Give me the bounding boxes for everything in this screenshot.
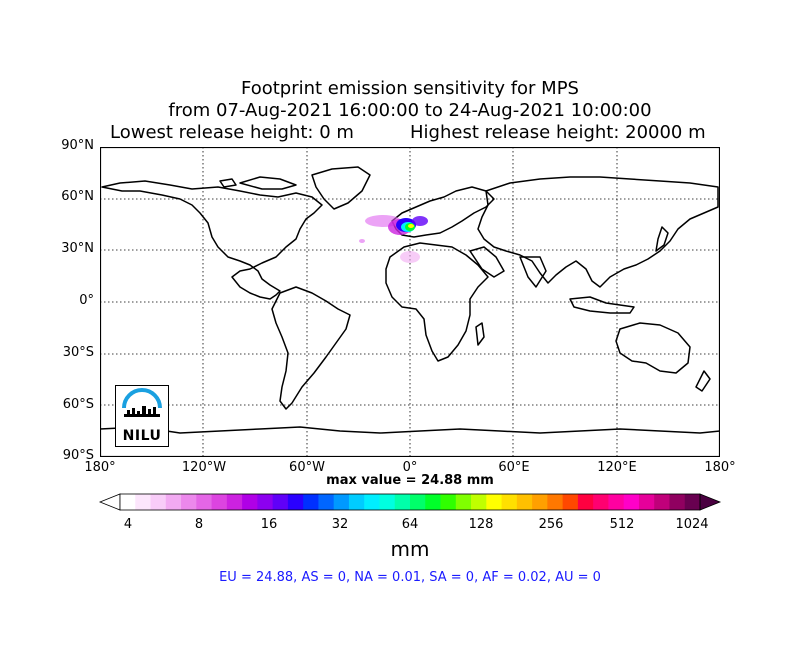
colorbar-border bbox=[119, 493, 701, 511]
africa bbox=[385, 242, 489, 362]
arctic-islands bbox=[219, 176, 297, 190]
lat-tick-60s: 60°S bbox=[62, 397, 94, 412]
nilu-logo: NILU bbox=[115, 385, 169, 447]
antarctica bbox=[100, 426, 720, 434]
japan bbox=[655, 226, 669, 252]
colorbar-cell bbox=[532, 494, 548, 510]
colorbar-cell bbox=[120, 494, 136, 510]
colorbar-cell bbox=[226, 494, 243, 510]
colorbar-cell bbox=[654, 494, 670, 510]
nilu-logo-icon bbox=[122, 388, 162, 417]
colorbar-tick-512: 512 bbox=[609, 517, 635, 532]
colorbar-cell bbox=[211, 494, 228, 510]
colorbar-cell bbox=[623, 494, 640, 510]
colorbar bbox=[98, 493, 722, 511]
colorbar-cell bbox=[379, 494, 396, 510]
colorbar-cell bbox=[638, 494, 655, 510]
lat-tick-30s: 30°S bbox=[62, 345, 94, 360]
max-value-label: max value = 24.88 mm bbox=[326, 473, 494, 488]
colorbar-tick-1024: 1024 bbox=[675, 517, 709, 532]
greenland bbox=[311, 166, 371, 210]
colorbar-cell bbox=[684, 494, 701, 510]
colorbar-cell bbox=[562, 494, 579, 510]
colorbar-cell bbox=[333, 494, 350, 510]
lon-tick-120e: 120°E bbox=[597, 460, 637, 475]
highest-release-height: Highest release height: 20000 m bbox=[410, 122, 706, 143]
colorbar-cell bbox=[135, 494, 151, 510]
colorbar-cell bbox=[242, 494, 258, 510]
colorbar-extend-left bbox=[98, 493, 121, 511]
colorbar-cell bbox=[287, 494, 304, 510]
lat-tick-0: 0° bbox=[79, 293, 94, 308]
colorbar-cell bbox=[593, 494, 609, 510]
asia bbox=[477, 176, 719, 288]
colorbar-tick-16: 16 bbox=[260, 517, 278, 532]
colorbar-cell bbox=[196, 494, 212, 510]
lon-tick-120w: 120°W bbox=[181, 460, 227, 475]
indonesia bbox=[569, 296, 635, 314]
colorbar-unit: mm bbox=[390, 537, 430, 561]
colorbar-tick-64: 64 bbox=[401, 517, 419, 532]
footprint-overlay bbox=[359, 215, 428, 263]
colorbar-cell bbox=[471, 494, 487, 510]
lon-tick-60w: 60°W bbox=[289, 460, 325, 475]
lat-tick-90s: 90°S bbox=[62, 448, 94, 463]
colorbar-cell bbox=[348, 494, 365, 510]
colorbar-cell bbox=[669, 494, 686, 510]
lon-tick-0: 0° bbox=[402, 460, 418, 475]
colorbar-tick-256: 256 bbox=[538, 517, 564, 532]
map-date-range: from 07-Aug-2021 16:00:00 to 24-Aug-2021… bbox=[168, 100, 652, 121]
colorbar-tick-32: 32 bbox=[331, 517, 349, 532]
world-map bbox=[100, 147, 720, 457]
australia bbox=[615, 322, 691, 374]
lon-tick-60e: 60°E bbox=[498, 460, 530, 475]
colorbar-cell bbox=[303, 494, 319, 510]
colorbar-cell bbox=[318, 494, 335, 510]
colorbar-tick-128: 128 bbox=[468, 517, 494, 532]
colorbar-cell bbox=[410, 494, 426, 510]
arabia bbox=[469, 246, 505, 278]
graticule bbox=[100, 147, 720, 457]
colorbar-cell bbox=[547, 494, 564, 510]
colorbar-cell bbox=[501, 494, 518, 510]
colorbar-cell bbox=[608, 494, 625, 510]
colorbar-cell bbox=[150, 494, 167, 510]
colorbar-cell bbox=[516, 494, 533, 510]
lat-tick-90n: 90°N bbox=[61, 138, 94, 153]
nilu-logo-text: NILU bbox=[122, 428, 162, 444]
madagascar bbox=[475, 322, 485, 346]
colorbar-cell bbox=[455, 494, 472, 510]
lon-tick-180e: 180° bbox=[704, 460, 736, 475]
south-america bbox=[271, 286, 351, 410]
colorbar-cell bbox=[181, 494, 197, 510]
lat-tick-60n: 60°N bbox=[61, 189, 94, 204]
colorbar-cell bbox=[364, 494, 380, 510]
colorbar-extend-right bbox=[699, 493, 722, 511]
europe bbox=[391, 186, 495, 238]
colorbar-cell bbox=[577, 494, 594, 510]
colorbar-tick-4: 4 bbox=[123, 517, 133, 532]
north-america bbox=[101, 180, 323, 300]
colorbar-cell bbox=[425, 494, 441, 510]
lon-tick-180w: 180° bbox=[84, 460, 116, 475]
coastlines bbox=[100, 166, 720, 434]
colorbar-cell bbox=[272, 494, 289, 510]
colorbar-cell bbox=[257, 494, 274, 510]
region-summary: EU = 24.88, AS = 0, NA = 0.01, SA = 0, A… bbox=[219, 570, 601, 585]
colorbar-cell bbox=[165, 494, 182, 510]
india bbox=[519, 256, 547, 288]
colorbar-tick-8: 8 bbox=[194, 517, 204, 532]
new-zealand bbox=[695, 370, 711, 392]
colorbar-cell bbox=[486, 494, 502, 510]
colorbar-cell bbox=[440, 494, 457, 510]
lat-tick-30n: 30°N bbox=[61, 241, 94, 256]
lowest-release-height: Lowest release height: 0 m bbox=[110, 122, 354, 143]
map-title: Footprint emission sensitivity for MPS bbox=[241, 78, 579, 99]
colorbar-cell bbox=[394, 494, 411, 510]
